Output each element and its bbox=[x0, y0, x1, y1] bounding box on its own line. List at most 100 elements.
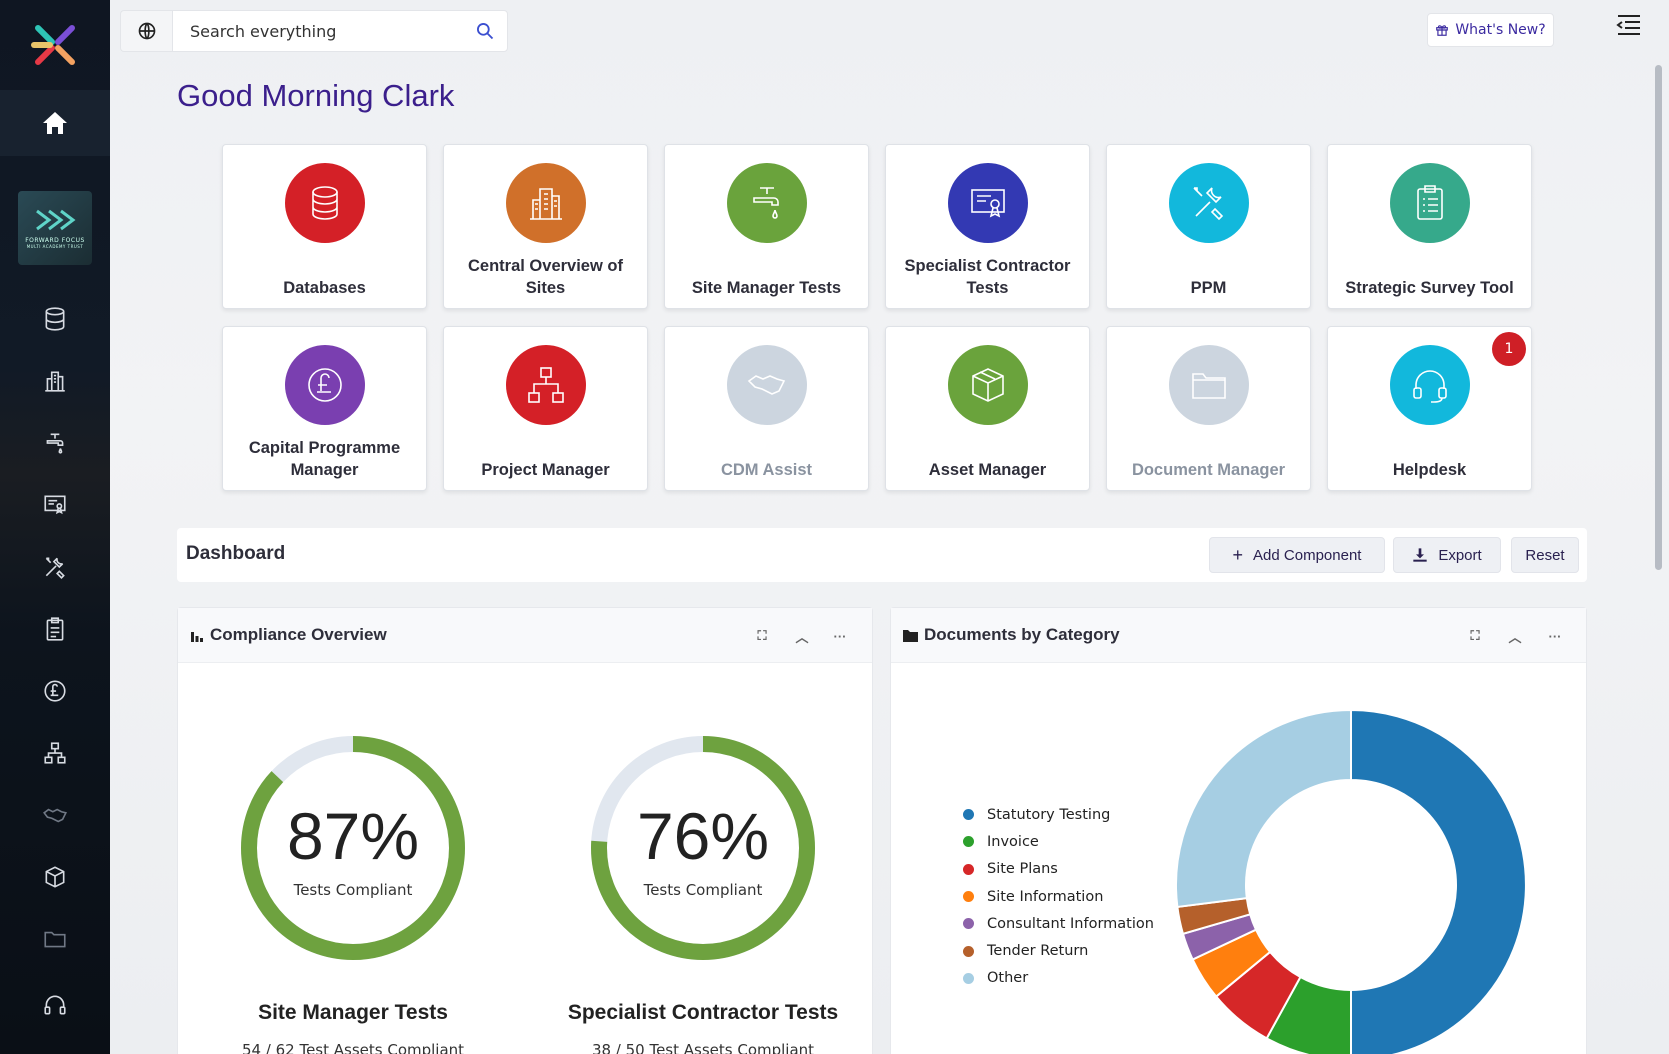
sidebar-item-ppm[interactable] bbox=[40, 552, 70, 582]
legend-item[interactable]: Site Information bbox=[963, 883, 1154, 910]
search-bar bbox=[172, 10, 508, 52]
sidebar-home[interactable] bbox=[0, 90, 110, 156]
sidebar-item-cdm[interactable] bbox=[40, 800, 70, 830]
tile-strategic-survey-tool[interactable]: Strategic Survey Tool bbox=[1327, 144, 1532, 309]
hierarchy-icon bbox=[44, 742, 66, 764]
legend-item[interactable]: Tender Return bbox=[963, 937, 1154, 964]
organisation-logo[interactable]: FORWARD FOCUS MULTI ACADEMY TRUST bbox=[18, 191, 92, 265]
legend-swatch bbox=[963, 972, 974, 984]
tile-specialist-contractor-tests[interactable]: Specialist Contractor Tests bbox=[885, 144, 1090, 309]
chevron-up-icon: ︿ bbox=[1508, 629, 1522, 645]
handshake-icon bbox=[747, 375, 785, 395]
sidebar-item-survey[interactable] bbox=[40, 614, 70, 644]
legend-swatch bbox=[963, 809, 974, 821]
tile-capital-programme-manager[interactable]: Capital Programme Manager bbox=[222, 326, 427, 491]
collapse-button[interactable]: ︿ bbox=[1501, 622, 1529, 650]
legend-item[interactable]: Statutory Testing bbox=[963, 801, 1154, 828]
hierarchy-icon bbox=[527, 367, 564, 403]
documents-panel-title: Documents by Category bbox=[924, 625, 1120, 644]
tile-central-overview-of-sites[interactable]: Central Overview of Sites bbox=[443, 144, 648, 309]
export-button[interactable]: Export bbox=[1393, 537, 1501, 573]
legend-label: Site Plans bbox=[987, 861, 1058, 878]
tile-site-manager-tests[interactable]: Site Manager Tests bbox=[664, 144, 869, 309]
home-icon bbox=[43, 112, 67, 134]
legend-item[interactable]: Site Plans bbox=[963, 856, 1154, 883]
tile-label: Project Manager bbox=[481, 461, 610, 479]
ellipsis-icon: ··· bbox=[1548, 628, 1562, 644]
tile-icon-circle bbox=[284, 163, 365, 243]
tile-cdm-assist[interactable]: CDM Assist bbox=[664, 326, 869, 491]
search-icon[interactable] bbox=[475, 21, 495, 41]
tile-label: Databases bbox=[283, 279, 366, 297]
sidebar-item-documents[interactable] bbox=[40, 924, 70, 954]
collapse-button[interactable]: ︿ bbox=[788, 622, 816, 650]
tile-label: Central Overview of Sites bbox=[468, 257, 623, 297]
tile-label: Strategic Survey Tool bbox=[1345, 279, 1514, 297]
clipboard-icon bbox=[1416, 185, 1443, 220]
sidebar-item-assets[interactable] bbox=[40, 862, 70, 892]
expand-button[interactable]: ⛶ bbox=[1461, 622, 1489, 650]
gauge-fill bbox=[241, 736, 465, 960]
legend-item[interactable]: Other bbox=[963, 965, 1154, 992]
legend-item[interactable]: Consultant Information bbox=[963, 910, 1154, 937]
tile-icon-circle bbox=[1389, 163, 1470, 243]
tile-helpdesk[interactable]: Helpdesk 1 bbox=[1327, 326, 1532, 491]
greeting-title: Good Morning Clark bbox=[177, 78, 455, 113]
expand-icon: ⛶ bbox=[757, 628, 767, 643]
pound-icon bbox=[307, 368, 342, 402]
donut-slice-statutory-testing[interactable] bbox=[1350, 708, 1527, 1054]
donut-slice-other[interactable] bbox=[1175, 708, 1352, 909]
tile-document-manager[interactable]: Document Manager bbox=[1106, 326, 1311, 491]
globe-icon bbox=[138, 22, 155, 40]
box-icon bbox=[45, 866, 65, 888]
sidebar-item-contractor-tests[interactable] bbox=[40, 490, 70, 520]
more-options-button[interactable]: ··· bbox=[826, 622, 854, 650]
database-icon bbox=[311, 186, 338, 220]
reset-button[interactable]: Reset bbox=[1511, 537, 1579, 573]
legend-label: Tender Return bbox=[987, 943, 1089, 960]
sidebar-item-databases[interactable] bbox=[40, 304, 70, 334]
sidebar-item-sites[interactable] bbox=[40, 366, 70, 396]
app-logo-icon[interactable] bbox=[30, 20, 80, 70]
tile-label: PPM bbox=[1190, 279, 1227, 297]
legend-swatch bbox=[963, 945, 974, 957]
notification-badge: 1 bbox=[1492, 332, 1526, 366]
tile-label: Document Manager bbox=[1131, 461, 1286, 479]
export-label: Export bbox=[1438, 546, 1482, 564]
more-options-button[interactable]: ··· bbox=[1541, 622, 1569, 650]
tile-icon-circle bbox=[505, 345, 586, 425]
documents-by-category-panel: Documents by Category ⛶ ︿ ··· Statutory … bbox=[890, 607, 1587, 1054]
page-scrollbar[interactable] bbox=[1655, 65, 1662, 570]
sidebar-item-site-manager-tests[interactable] bbox=[40, 428, 70, 458]
tile-icon-circle bbox=[1389, 345, 1470, 425]
bar-chart-icon bbox=[191, 632, 203, 642]
menu-toggle-icon[interactable] bbox=[1616, 14, 1642, 36]
gauge-ring bbox=[241, 736, 465, 960]
tile-ppm[interactable]: PPM bbox=[1106, 144, 1311, 309]
tile-icon-circle bbox=[947, 163, 1028, 243]
gauge-footnote: 38 / 50 Test Assets Compliant bbox=[591, 1041, 815, 1054]
tile-label: Asset Manager bbox=[928, 461, 1047, 479]
tile-project-manager[interactable]: Project Manager bbox=[443, 326, 648, 491]
expand-button[interactable]: ⛶ bbox=[748, 622, 776, 650]
buildings-icon bbox=[529, 188, 562, 220]
chevrons-icon bbox=[36, 209, 76, 231]
search-input[interactable] bbox=[190, 21, 475, 41]
gift-icon bbox=[1436, 25, 1449, 36]
headset-icon bbox=[44, 995, 66, 1015]
legend-swatch bbox=[963, 891, 974, 903]
legend-swatch bbox=[963, 836, 974, 848]
language-button[interactable] bbox=[120, 10, 172, 52]
sidebar: FORWARD FOCUS MULTI ACADEMY TRUST bbox=[0, 0, 110, 1054]
sidebar-item-helpdesk[interactable] bbox=[40, 990, 70, 1020]
tile-databases[interactable]: Databases bbox=[222, 144, 427, 309]
tile-asset-manager[interactable]: Asset Manager bbox=[885, 326, 1090, 491]
legend-item[interactable]: Invoice bbox=[963, 828, 1154, 855]
sidebar-item-capital[interactable] bbox=[40, 676, 70, 706]
handshake-icon bbox=[43, 808, 68, 823]
whats-new-button[interactable]: What's New? bbox=[1427, 13, 1554, 47]
reset-label: Reset bbox=[1525, 546, 1565, 564]
folder-icon bbox=[1191, 373, 1226, 399]
sidebar-item-projects[interactable] bbox=[40, 738, 70, 768]
add-component-button[interactable]: + Add Component bbox=[1209, 537, 1385, 573]
